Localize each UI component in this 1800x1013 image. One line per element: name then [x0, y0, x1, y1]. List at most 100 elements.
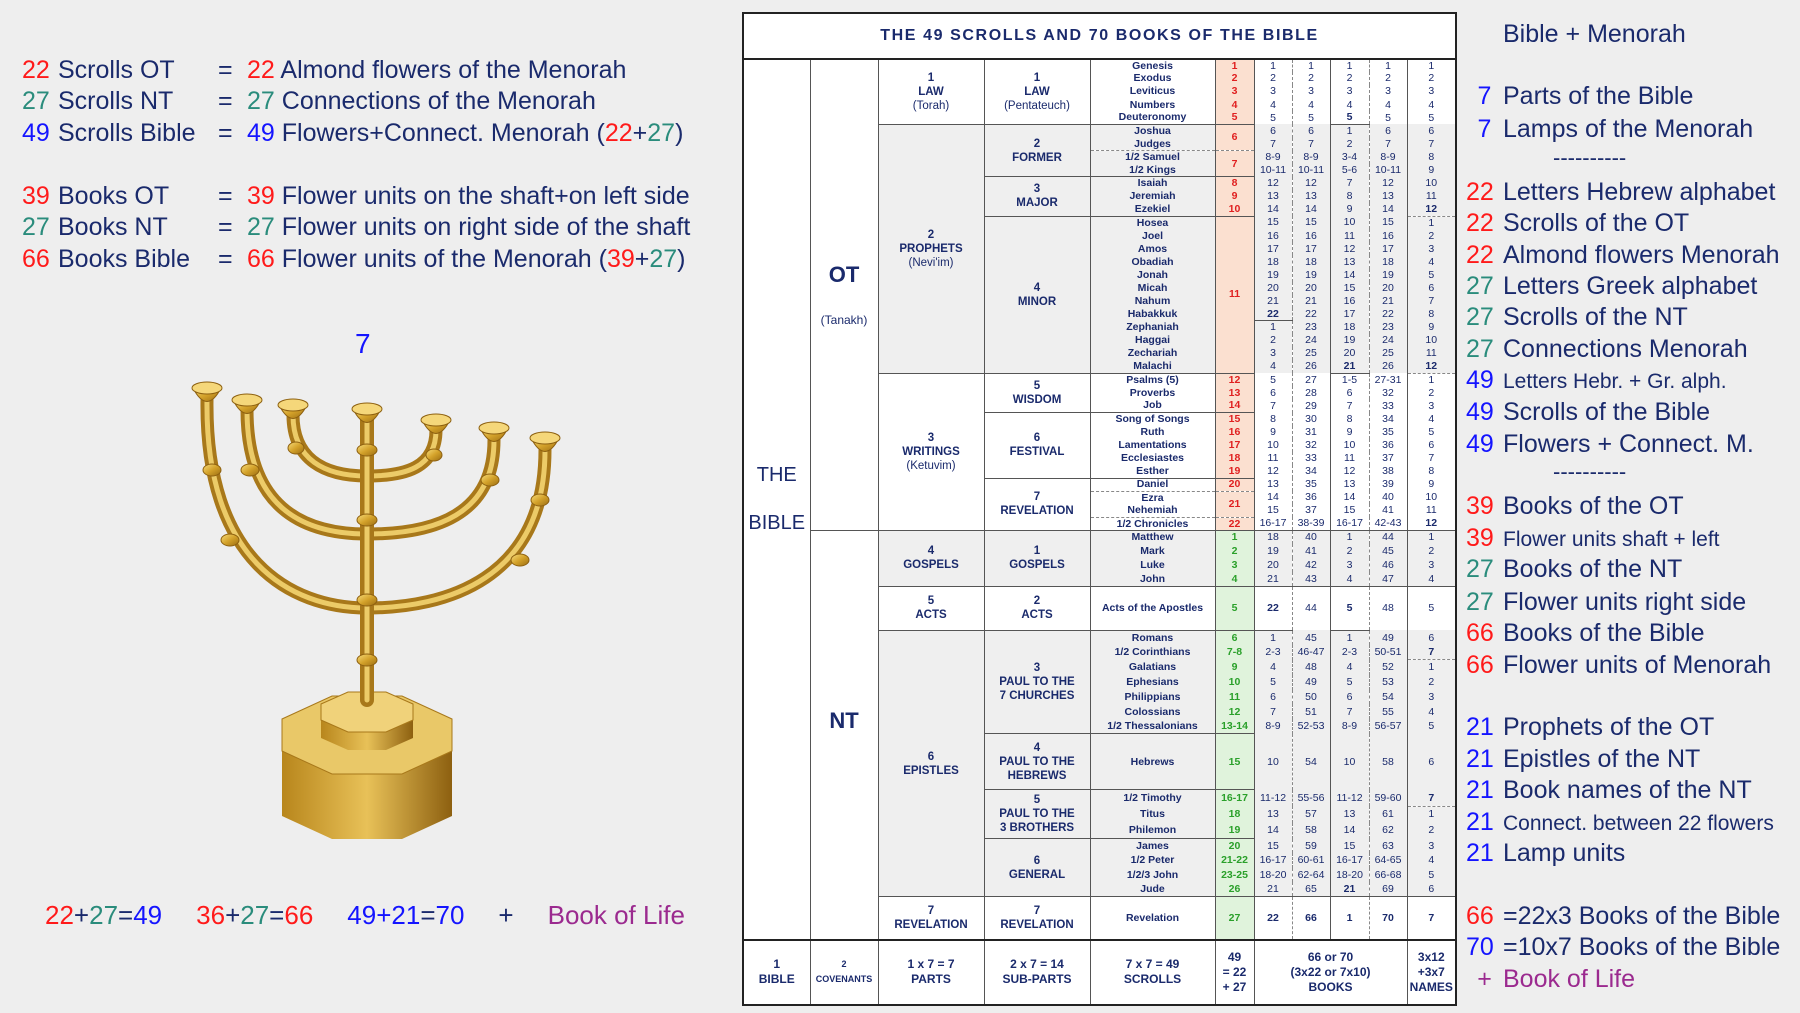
book-count-cell: 39 — [1369, 478, 1408, 492]
book-count-cell: 4 — [1406, 704, 1457, 720]
table-row: Job 14 7 29 7 33 3 — [743, 399, 1457, 413]
book-count-cell: 3 — [1369, 85, 1408, 99]
book-count-cell: 10 — [1253, 733, 1293, 790]
menorah-side: 22 Almond flowers of the Menorah — [247, 55, 626, 85]
list-item: 22 Letters Hebrew alphabet — [1466, 177, 1775, 207]
book-count-cell: 23 — [1369, 320, 1408, 334]
book-count-cell: 58 — [1292, 822, 1331, 839]
correspondence-line: 39 Books OT = 39 Flower units on the shaft+… — [22, 181, 690, 211]
scroll-number: 5 — [1214, 585, 1255, 631]
list-item: 7 Lamps of the Menorah — [1466, 114, 1754, 144]
book-name: Hebrews — [1089, 733, 1216, 790]
book-count-cell: 15 — [1329, 838, 1370, 854]
subpart-cell: 5 WISDOM — [983, 372, 1091, 414]
book-count-cell: 18 — [1329, 320, 1370, 334]
book-count-cell: 4 — [1329, 572, 1370, 587]
table-row: Nahum 21 21 16 21 7 — [743, 294, 1457, 308]
book-count-cell: 12 — [1253, 464, 1293, 478]
book-count-cell: 20 — [1292, 281, 1331, 295]
subpart-name: GOSPELS — [1009, 559, 1065, 572]
book-count-cell: 12 — [1406, 360, 1457, 374]
sum-part: ) — [677, 245, 686, 273]
subpart-cell: 6 FESTIVAL — [983, 412, 1091, 479]
footer-cell: 49 = 22 + 27 — [1214, 938, 1255, 1006]
item-label: Scrolls of the Bible — [1503, 398, 1711, 426]
item-label: Flowers + Connect. M. — [1503, 430, 1754, 458]
book-count-cell: 1 — [1329, 124, 1370, 138]
scroll-number: 11 — [1214, 689, 1255, 705]
item-label: =10x7 Books of the Bible — [1503, 933, 1781, 961]
book-count-cell: 16 — [1369, 229, 1408, 243]
part-name: EPISTLES — [903, 764, 959, 777]
book-count-cell: 49 — [1369, 630, 1408, 646]
book-count-cell: 11 — [1406, 504, 1457, 518]
equation: + — [498, 900, 513, 930]
book-count-cell: 69 — [1369, 882, 1408, 897]
menorah-base — [281, 691, 453, 839]
book-count-cell: 22 — [1292, 307, 1331, 321]
book-count-cell: 16-17 — [1329, 853, 1370, 868]
footer-cell: 1 x 7 = 7 PARTS — [877, 938, 985, 1006]
subpart-cell: 1 LAW (Pentateuch) — [983, 58, 1091, 125]
book-count-cell: 2 — [1253, 72, 1293, 86]
scroll-number: 16-17 — [1214, 789, 1255, 807]
item-label: Books of the NT — [1503, 555, 1683, 583]
book-count-cell: 5 — [1329, 674, 1370, 690]
subpart-cell: 1 GOSPELS — [983, 529, 1091, 587]
book-count-cell: 7 — [1406, 294, 1457, 308]
count-number: 49 — [247, 119, 275, 147]
table-row: Galatians 9 4 48 4 52 1 — [743, 659, 1457, 675]
book-count-cell: 56-57 — [1369, 719, 1408, 734]
book-count-cell: 1 — [1369, 59, 1408, 73]
lamp-icon — [478, 421, 510, 442]
book-count-cell: 6 — [1329, 689, 1370, 705]
table-footer-row: 1 BIBLE 2 COVENANTS 1 x 7 = 7 PARTS 2 x 7 =… — [742, 938, 1457, 1006]
menorah-illustration — [191, 381, 561, 839]
table-row: Lamentations 17 10 32 10 36 6 — [743, 438, 1457, 452]
list-item: 21 Prophets of the OT — [1466, 712, 1714, 742]
subpart-number: 6 — [1033, 854, 1041, 867]
footer-cell: 2 x 7 = 14 SUB-PARTS — [983, 938, 1091, 1006]
book-count-cell: 55-56 — [1292, 789, 1331, 807]
book-name: Ezekiel — [1089, 203, 1216, 217]
book-count-cell: 19 — [1253, 544, 1293, 559]
equation-part: 66 — [284, 900, 314, 930]
book-count-cell: 8 — [1406, 307, 1457, 321]
book-count-cell: 24 — [1369, 333, 1408, 348]
table-row: Judges 7 7 2 7 7 — [743, 137, 1457, 151]
count-number: 21 — [1466, 713, 1494, 741]
book-count-cell: 7 — [1406, 645, 1457, 661]
book-count-cell: 52-53 — [1292, 719, 1331, 734]
book-name: 1/2 Corinthians — [1089, 645, 1216, 660]
equation-part: 21 — [391, 900, 421, 930]
book-count-cell: 53 — [1369, 674, 1408, 690]
part-name: ACTS — [915, 609, 947, 622]
book-name: 1/2/3 John — [1089, 867, 1216, 883]
item-label: Epistles of the NT — [1503, 745, 1701, 773]
item-label: Book names of the NT — [1503, 776, 1752, 804]
book-count-cell: 4 — [1253, 360, 1293, 374]
subpart-number: 4 — [1033, 741, 1041, 754]
book-name: Ecclesiastes — [1089, 451, 1216, 465]
scroll-number: 10 — [1214, 674, 1255, 690]
book-count-cell: 15 — [1253, 216, 1293, 230]
book-count-cell: 48 — [1369, 585, 1408, 631]
book-count-cell: 19 — [1292, 268, 1331, 282]
book-count-cell: 54 — [1292, 733, 1331, 790]
book-count-cell: 4 — [1406, 98, 1457, 112]
book-count-cell: 26 — [1292, 360, 1331, 374]
item-label: Flower units of Menorah — [1503, 651, 1772, 679]
book-name: Ephesians — [1089, 674, 1216, 690]
scroll-number: 1 — [1214, 529, 1255, 545]
book-count-cell: 44 — [1369, 529, 1408, 545]
count-number: 27 — [22, 87, 50, 115]
item-label: Flower units right side — [1503, 588, 1747, 616]
list-item: 21 Lamp units — [1466, 838, 1625, 868]
table-row: Philemon 19 14 58 14 62 2 — [743, 822, 1457, 839]
equation-part: + — [73, 900, 90, 930]
book-count-cell: 1-5 — [1329, 373, 1370, 387]
item-label: Flower units shaft + left — [1503, 528, 1720, 551]
book-count-cell: 38-39 — [1292, 517, 1331, 531]
subpart-name: FESTIVAL — [1009, 446, 1065, 459]
scroll-number: 21 — [1214, 490, 1255, 518]
